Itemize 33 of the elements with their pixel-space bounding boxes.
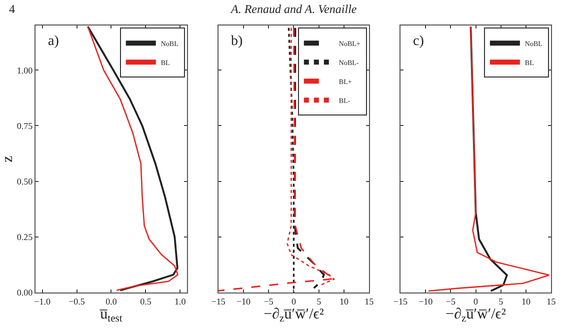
x-tick-label: 10: [522, 296, 532, 306]
annotation: c): [413, 34, 424, 49]
annotation: a): [48, 34, 60, 49]
x-tick-label: 0: [292, 296, 296, 306]
text: A. Renaud and A. Venaille: [230, 2, 358, 16]
y-tick-label: 0.00: [16, 288, 34, 298]
y-tick-label: 0.75: [16, 120, 34, 131]
x-tick-label: −5: [264, 296, 274, 306]
x-tick-label: 10: [339, 296, 349, 306]
x-tick-label: −5: [446, 296, 456, 306]
x-tick-label: 15: [364, 296, 374, 306]
x-axis-title: u̅$_{test}$: [100, 306, 122, 324]
x-tick-label: 5: [498, 296, 504, 306]
x-tick-label: −10: [236, 296, 252, 306]
x-tick-label: 0: [474, 296, 479, 306]
x-tick-label: 5: [316, 296, 322, 306]
x-tick-label: −0.5: [68, 296, 86, 306]
x-tick-label: 0.0: [106, 296, 118, 306]
x-tick-label: −10: [418, 296, 434, 306]
x-tick-label: 1.0: [174, 296, 186, 306]
x-tick-label: 0.5: [140, 296, 152, 306]
text: 4: [9, 2, 15, 16]
y-tick-label: 0.25: [16, 232, 34, 242]
x-tick-label: −15: [393, 296, 408, 306]
x-axis-title: −∂$_{z}$u̅′w̅′/ϵ²: [446, 306, 506, 324]
y-axis-title: z: [0, 155, 16, 162]
x-tick-label: 15: [546, 296, 556, 306]
x-tick-label: −1.0: [34, 296, 51, 306]
x-tick-label: −15: [211, 296, 226, 306]
y-tick-label: 1.00: [16, 65, 34, 76]
y-tick-label: 0.50: [16, 176, 34, 186]
x-axis-title: −∂$_{z}$u̅′w̅′/ϵ²: [264, 306, 324, 324]
annotation: b): [231, 34, 243, 49]
